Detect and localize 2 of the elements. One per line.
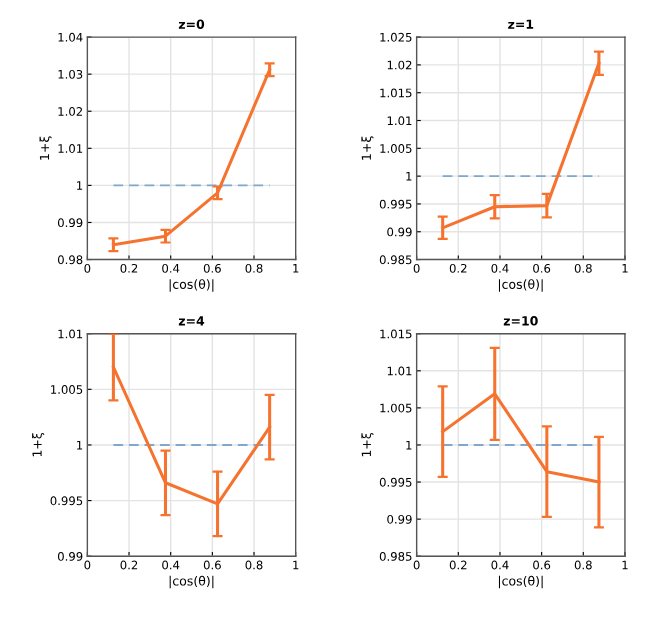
line-series — [111, 68, 272, 247]
line-series — [441, 61, 601, 230]
